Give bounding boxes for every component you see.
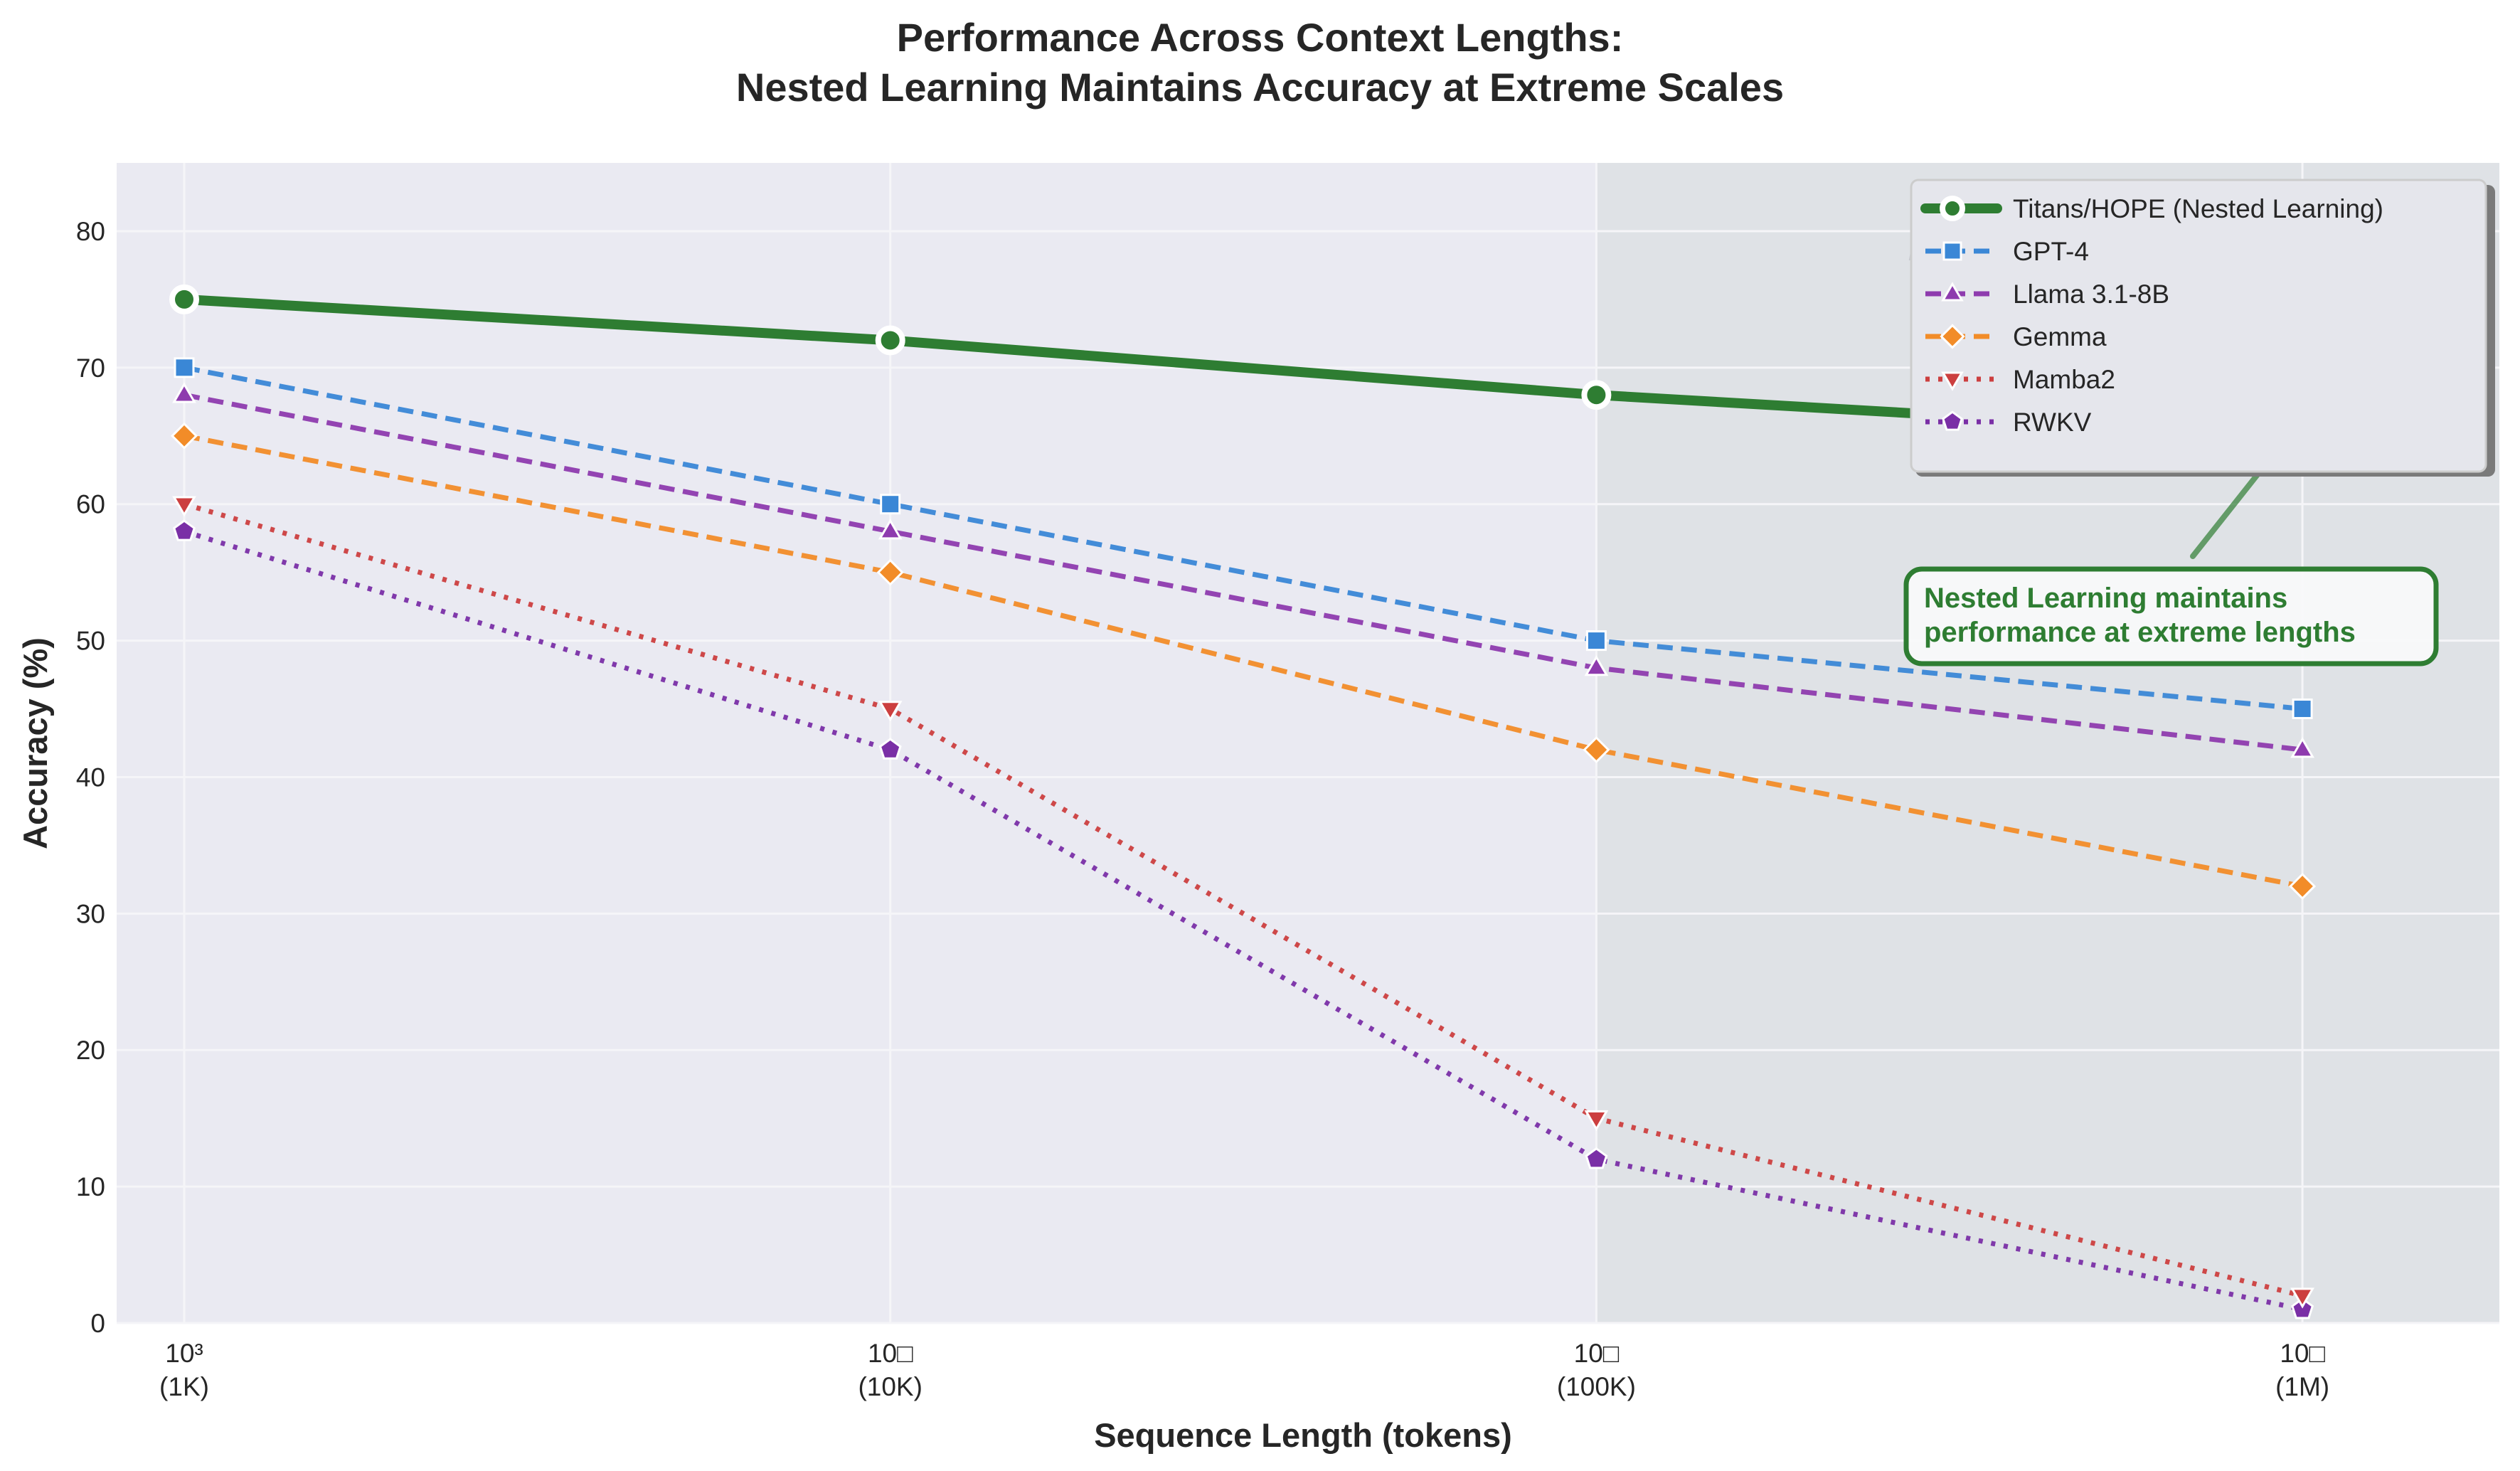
- data-point-marker: [880, 494, 901, 515]
- x-tick-power: 10³: [165, 1339, 203, 1368]
- square-marker-icon: [1942, 241, 1962, 261]
- y-tick-label: 80: [76, 217, 105, 246]
- data-point-marker: [2290, 737, 2315, 758]
- data-point-marker: [172, 496, 196, 517]
- x-tick-label: (1K): [159, 1372, 209, 1401]
- data-point-marker: [173, 519, 196, 541]
- series-gpt-4: [174, 357, 2313, 720]
- legend-item: Titans/HOPE (Nested Learning): [1920, 194, 2383, 223]
- data-point-marker: [1585, 1147, 1608, 1169]
- data-point-marker: [169, 284, 199, 314]
- callout-text-line2: performance at extreme lengths: [1924, 617, 2356, 648]
- pentagon-marker-icon: [1942, 410, 1963, 431]
- series-llama-3-1-8b: [172, 382, 2315, 758]
- series-mamba2: [172, 496, 2315, 1309]
- series-rwkv: [173, 519, 2314, 1319]
- legend-item: Mamba2: [1925, 365, 2115, 394]
- x-tick-power: 10□: [2280, 1339, 2325, 1368]
- legend-label: RWKV: [2013, 408, 2092, 437]
- legend-item: RWKV: [1925, 408, 2092, 437]
- x-tick-power: 10□: [868, 1339, 913, 1368]
- data-point-marker: [2290, 1287, 2315, 1309]
- data-point-marker: [1585, 630, 1607, 652]
- legend-item: Gemma: [1925, 322, 2107, 351]
- y-axis-ticks: 0 10 20 30 40 50 60 70 80: [76, 217, 105, 1338]
- circle-marker-icon: [1940, 196, 1965, 221]
- data-point-marker: [2292, 699, 2313, 720]
- triangle-up-marker-icon: [1941, 282, 1964, 302]
- chart-title-line2: Nested Learning Maintains Accuracy at Ex…: [735, 65, 1785, 110]
- y-tick-label: 0: [90, 1309, 105, 1338]
- data-point-marker: [875, 325, 905, 356]
- data-point-marker: [876, 558, 904, 586]
- y-tick-label: 60: [76, 490, 105, 519]
- y-tick-label: 40: [76, 763, 105, 792]
- legend-label: GPT-4: [2013, 237, 2089, 266]
- diamond-marker-icon: [1940, 324, 1965, 349]
- data-point-marker: [170, 422, 198, 450]
- x-axis-label: Sequence Length (tokens): [1094, 1416, 1512, 1454]
- legend-label: Mamba2: [2013, 365, 2115, 394]
- y-tick-label: 70: [76, 354, 105, 383]
- data-point-marker: [174, 357, 195, 378]
- callout-text-line1: Nested Learning maintains: [1924, 583, 2287, 614]
- triangle-down-marker-icon: [1941, 371, 1964, 391]
- y-tick-label: 20: [76, 1036, 105, 1065]
- data-point-marker: [878, 519, 903, 540]
- legend-label: Llama 3.1-8B: [2013, 280, 2169, 309]
- data-point-marker: [1584, 1110, 1609, 1132]
- x-axis-ticks: 10³ (1K) 10□ (10K) 10□ (100K) 10□ (1M): [159, 1339, 2329, 1401]
- data-point-marker: [1584, 655, 1609, 676]
- y-tick-label: 50: [76, 627, 105, 656]
- data-point-marker: [878, 701, 903, 722]
- legend-item: GPT-4: [1925, 237, 2089, 266]
- data-point-marker: [172, 382, 196, 403]
- data-point-marker: [2289, 872, 2317, 900]
- data-point-marker: [1581, 380, 1612, 410]
- legend-label: Gemma: [2013, 322, 2107, 351]
- x-tick-label: (100K): [1557, 1372, 1636, 1401]
- legend-box: [1910, 179, 2487, 473]
- series-gemma: [170, 422, 2317, 900]
- callout-box: [1903, 566, 2439, 667]
- legend-item: Llama 3.1-8B: [1925, 280, 2169, 309]
- legend-label: Titans/HOPE (Nested Learning): [2013, 194, 2383, 223]
- y-axis-label: Accuracy (%): [16, 637, 54, 849]
- chart-title-line1: Performance Across Context Lengths:: [896, 15, 1624, 60]
- x-tick-label: (10K): [858, 1372, 922, 1401]
- y-tick-label: 10: [76, 1172, 105, 1201]
- legend: Titans/HOPE (Nested Learning) GPT-4 Llama …: [1910, 179, 2495, 477]
- data-point-marker: [878, 738, 902, 760]
- data-point-marker: [1583, 736, 1610, 764]
- x-tick-power: 10□: [1574, 1339, 1620, 1368]
- x-tick-label: (1M): [2275, 1372, 2329, 1401]
- y-tick-label: 30: [76, 899, 105, 928]
